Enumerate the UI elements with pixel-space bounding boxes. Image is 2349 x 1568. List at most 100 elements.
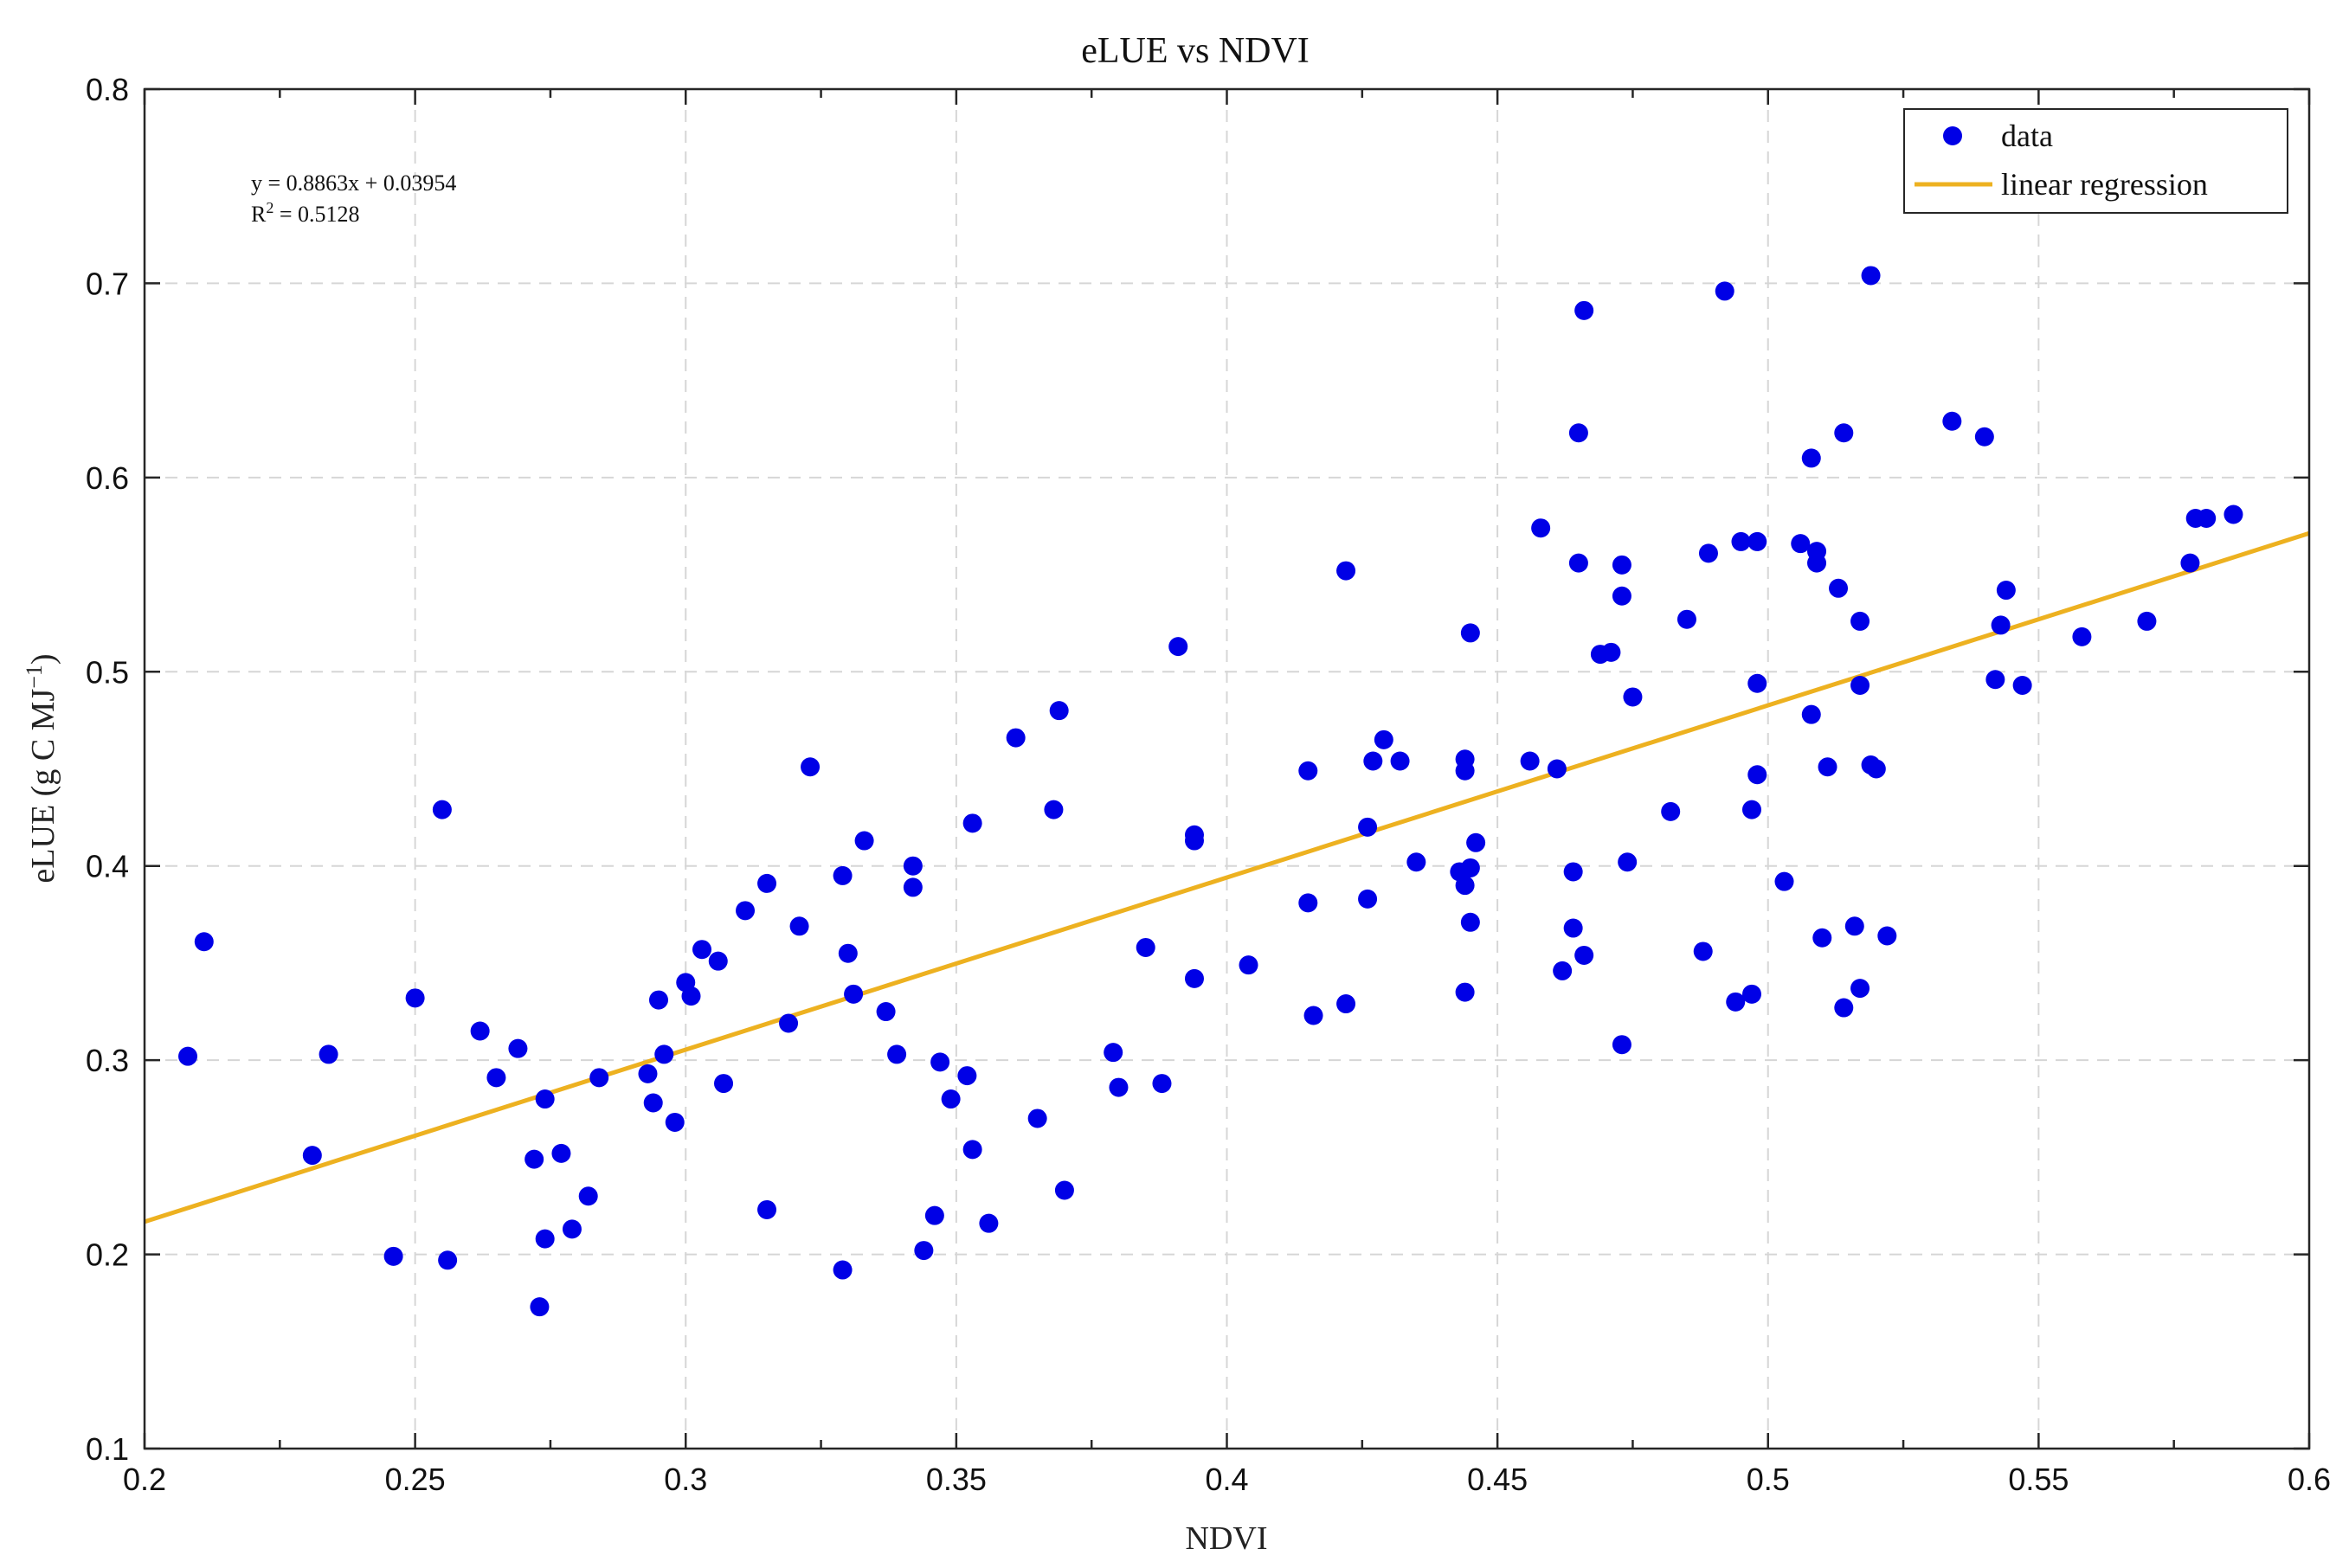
data-point bbox=[486, 1068, 506, 1088]
data-point bbox=[643, 1093, 663, 1113]
data-point bbox=[1455, 749, 1475, 769]
data-point bbox=[887, 1044, 907, 1064]
data-point bbox=[1774, 871, 1794, 891]
data-point bbox=[757, 873, 777, 893]
data-point bbox=[1006, 728, 1026, 748]
legend-label-regression: linear regression bbox=[2001, 167, 2208, 202]
data-point bbox=[714, 1074, 734, 1094]
data-point bbox=[1184, 968, 1204, 988]
data-point bbox=[1747, 531, 1767, 551]
data-point bbox=[736, 901, 756, 921]
data-point bbox=[589, 1068, 609, 1088]
data-point bbox=[654, 1044, 674, 1064]
data-point bbox=[1850, 611, 1870, 631]
data-point bbox=[438, 1250, 458, 1270]
data-point bbox=[1553, 961, 1573, 980]
data-point bbox=[979, 1213, 999, 1233]
r-squared-value: = 0.5128 bbox=[274, 202, 359, 227]
data-point bbox=[844, 984, 864, 1004]
data-point bbox=[1574, 300, 1594, 320]
data-point bbox=[1568, 423, 1588, 443]
data-point bbox=[1693, 941, 1713, 961]
data-point bbox=[914, 1241, 934, 1261]
data-point bbox=[530, 1297, 550, 1317]
data-point bbox=[1547, 759, 1567, 779]
data-point bbox=[1466, 832, 1486, 852]
data-point bbox=[2137, 611, 2157, 631]
data-point bbox=[1303, 1006, 1323, 1025]
data-point bbox=[1844, 916, 1864, 936]
data-point bbox=[708, 951, 728, 971]
data-point bbox=[1455, 876, 1475, 896]
legend-marker-data bbox=[1943, 126, 1962, 145]
data-point bbox=[1460, 623, 1480, 643]
data-point bbox=[578, 1186, 598, 1206]
data-point bbox=[194, 932, 214, 952]
data-point bbox=[957, 1066, 977, 1086]
data-point bbox=[665, 1112, 685, 1132]
data-point bbox=[2072, 627, 2092, 646]
data-point bbox=[779, 1013, 799, 1033]
data-point bbox=[1801, 704, 1821, 724]
data-point bbox=[470, 1021, 490, 1041]
data-point bbox=[319, 1044, 338, 1064]
data-point bbox=[1747, 673, 1767, 693]
data-point bbox=[1698, 543, 1718, 563]
data-point bbox=[903, 856, 923, 876]
data-point bbox=[535, 1229, 555, 1249]
data-point bbox=[1601, 642, 1621, 662]
data-point bbox=[1985, 670, 2005, 690]
data-point bbox=[1812, 928, 1832, 948]
data-point bbox=[1298, 761, 1318, 781]
data-point bbox=[1109, 1077, 1129, 1097]
legend: data linear regression bbox=[1903, 108, 2288, 214]
data-point bbox=[1563, 918, 1583, 938]
data-point bbox=[924, 1205, 944, 1225]
y-tick-label: 0.3 bbox=[86, 1043, 129, 1078]
y-tick-label: 0.4 bbox=[86, 849, 129, 884]
data-point bbox=[1104, 1043, 1123, 1063]
y-axis-label-superscript: −1 bbox=[22, 665, 47, 689]
regression-line bbox=[144, 530, 2310, 1224]
data-point bbox=[1676, 609, 1696, 629]
chart-title: eLUE vs NDVI bbox=[1081, 31, 1310, 71]
y-axis-label-close: ) bbox=[25, 653, 61, 665]
data-point bbox=[2224, 504, 2243, 524]
data-point bbox=[1715, 281, 1734, 301]
data-point bbox=[1618, 852, 1638, 872]
data-point bbox=[1801, 448, 1821, 468]
data-points bbox=[178, 266, 2243, 1317]
data-point bbox=[508, 1038, 528, 1058]
data-point bbox=[1996, 581, 2016, 601]
data-point bbox=[1455, 982, 1475, 1002]
r-squared-prefix: R bbox=[251, 202, 267, 227]
data-point bbox=[1574, 945, 1594, 965]
data-point bbox=[383, 1246, 403, 1266]
data-point bbox=[1390, 751, 1410, 771]
data-point bbox=[1568, 553, 1588, 573]
data-point bbox=[1152, 1074, 1172, 1094]
data-point bbox=[876, 1002, 896, 1022]
y-tick-label: 0.8 bbox=[86, 72, 129, 107]
data-point bbox=[648, 990, 668, 1010]
data-point bbox=[1239, 955, 1258, 975]
data-point bbox=[1298, 893, 1318, 913]
legend-label-data: data bbox=[2001, 119, 2053, 153]
data-point bbox=[1563, 862, 1583, 882]
data-point bbox=[1168, 637, 1188, 657]
data-point bbox=[941, 1089, 961, 1109]
data-point bbox=[1850, 979, 1870, 999]
data-point bbox=[1861, 266, 1881, 286]
data-point bbox=[1942, 411, 1962, 431]
data-point bbox=[2012, 675, 2032, 695]
data-point bbox=[1731, 531, 1751, 551]
data-point bbox=[681, 986, 701, 1006]
data-point bbox=[903, 877, 923, 897]
x-tick-label: 0.6 bbox=[2288, 1462, 2331, 1497]
data-point bbox=[2180, 553, 2200, 573]
data-point bbox=[1336, 994, 1356, 1014]
data-point bbox=[1834, 423, 1854, 443]
data-point bbox=[1136, 937, 1155, 957]
data-point bbox=[1741, 800, 1761, 819]
x-tick-label: 0.5 bbox=[1747, 1462, 1790, 1497]
